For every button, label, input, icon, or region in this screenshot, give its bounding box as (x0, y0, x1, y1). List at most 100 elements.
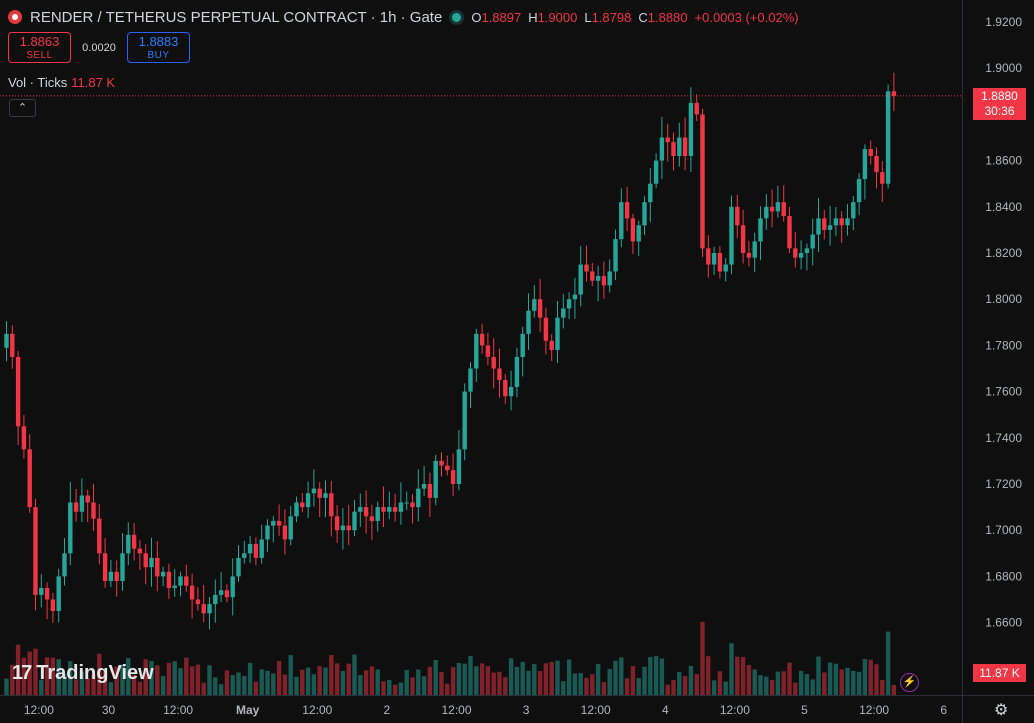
y-tick-label: 1.8200 (985, 246, 1022, 260)
x-tick-label: 3 (523, 703, 530, 717)
volume-bar (311, 674, 317, 695)
volume-bar (247, 662, 253, 695)
volume-bar (468, 655, 473, 695)
sell-price: 1.8863 (19, 34, 60, 49)
volume-bar (508, 658, 514, 695)
volume-bar (404, 669, 409, 695)
volume-bar (271, 673, 276, 695)
volume-bar (845, 667, 850, 695)
candle (201, 604, 206, 614)
volume-bar (50, 657, 56, 695)
volume-bar (416, 669, 421, 695)
volume-bar (677, 672, 682, 695)
volume-bar (537, 671, 543, 695)
candle (126, 534, 131, 554)
candle (740, 225, 746, 253)
volume-bar (624, 678, 630, 695)
candle (508, 386, 514, 397)
candle (630, 218, 636, 242)
y-tick-label: 1.8600 (985, 154, 1022, 168)
candle (735, 206, 740, 226)
candle (33, 507, 38, 595)
candle (798, 253, 804, 258)
x-tick-label: 12:00 (24, 703, 54, 717)
candle (445, 465, 450, 471)
y-tick-label: 1.7800 (985, 338, 1022, 352)
candle (62, 553, 67, 577)
candle (694, 102, 699, 115)
candle (479, 333, 485, 346)
candle (427, 484, 433, 498)
volume-bar (137, 681, 143, 695)
symbol-title[interactable]: RENDER / TETHERUS PERPETUAL CONTRACT · 1… (30, 8, 443, 26)
volume-bar (497, 671, 502, 695)
volume-bar (880, 680, 885, 695)
candle (590, 271, 595, 281)
volume-bar (288, 655, 293, 695)
candle (671, 142, 676, 156)
candle (677, 137, 682, 156)
x-tick-label: May (236, 703, 260, 717)
candle (404, 502, 409, 504)
volume-bar (479, 663, 485, 695)
y-tick-label: 1.8400 (985, 200, 1022, 214)
candle (265, 525, 270, 540)
candle (880, 172, 885, 184)
sell-button[interactable]: 1.8863 SELL (8, 32, 71, 63)
volume-bar (595, 664, 601, 695)
volume-bar (56, 659, 61, 695)
low-label: L (584, 9, 592, 25)
candle (160, 571, 166, 577)
buy-label: BUY (147, 50, 170, 61)
volume-bar (201, 682, 206, 695)
candle (346, 525, 351, 531)
candle (253, 544, 259, 558)
candle (311, 488, 317, 494)
candle (566, 299, 572, 309)
high-value: 1.9000 (537, 9, 578, 25)
y-tick-label: 1.7600 (985, 385, 1022, 399)
volume-bar (68, 661, 73, 695)
volume-bar (659, 658, 665, 695)
candle (717, 253, 723, 272)
gear-icon[interactable]: ⚙ (994, 702, 1009, 719)
candle (375, 507, 380, 521)
volume-bar (381, 681, 386, 695)
candle (665, 137, 670, 143)
lightning-icon[interactable]: ⚡ (900, 673, 919, 692)
volume-bar (375, 669, 380, 695)
volume-bar (804, 674, 810, 695)
last-price-value: 1.8880 (981, 89, 1018, 103)
candle (207, 604, 212, 614)
candle (242, 553, 247, 558)
volume-legend[interactable]: Vol · Ticks 11.87 K (8, 75, 115, 90)
volume-bar (236, 672, 241, 695)
candle (497, 368, 502, 381)
volume-bar (439, 671, 444, 695)
collapse-legend-button[interactable]: ⌃ (9, 99, 36, 117)
volume-bar (184, 657, 189, 695)
candle (851, 202, 856, 219)
volume-bar (485, 666, 491, 695)
volume-bar (816, 656, 821, 695)
candle (624, 202, 630, 219)
candle (706, 248, 711, 265)
buy-button[interactable]: 1.8883 BUY (127, 32, 190, 63)
volume-bar (73, 679, 79, 695)
candle (276, 520, 282, 526)
candle (114, 571, 119, 582)
volume-bar (717, 671, 723, 695)
candle (601, 276, 607, 286)
volume-bar (601, 682, 607, 695)
candle (752, 241, 757, 258)
candle (213, 594, 218, 605)
volume-bar (543, 663, 549, 695)
volume-bar (798, 670, 804, 695)
candle (764, 206, 769, 219)
volume-bar (584, 677, 589, 695)
volume-bar (230, 675, 235, 695)
candle (682, 137, 688, 156)
x-tick-label: 12:00 (302, 703, 332, 717)
candle (108, 571, 114, 582)
